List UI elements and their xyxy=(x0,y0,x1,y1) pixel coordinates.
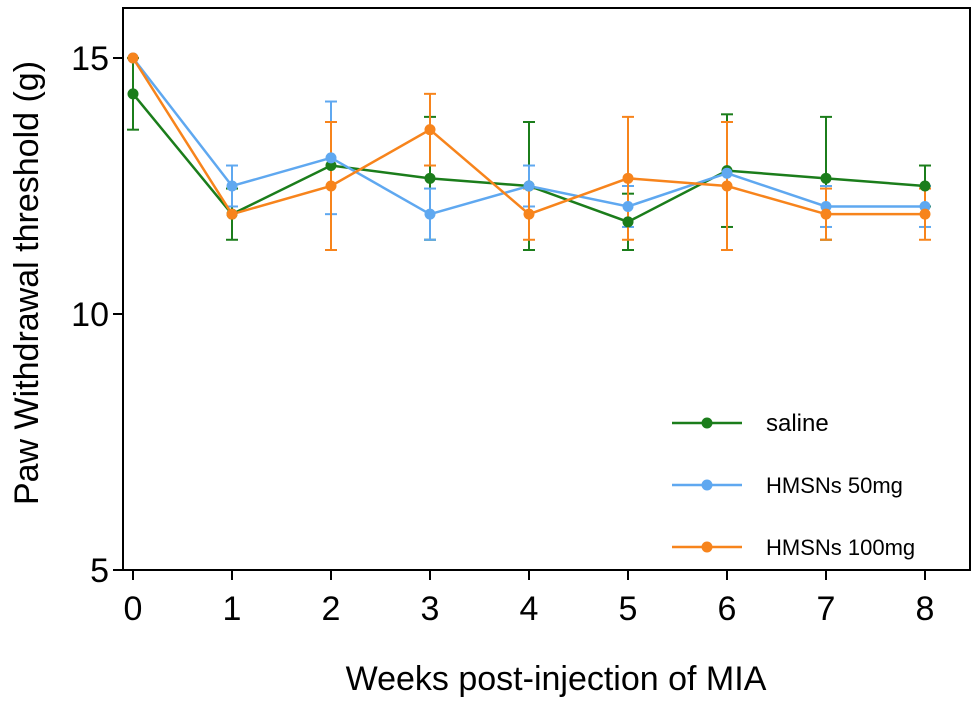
data-point-saline xyxy=(424,172,436,184)
x-axis-title: Weeks post-injection of MIA xyxy=(346,660,767,698)
legend-label: HMSNs 50mg xyxy=(766,473,903,498)
data-point-saline xyxy=(919,180,931,192)
data-point-saline xyxy=(127,88,139,100)
x-tick-label: 4 xyxy=(520,590,539,628)
x-tick-label: 1 xyxy=(223,590,242,628)
data-point-hmsns-50mg xyxy=(721,167,733,179)
y-tick-label: 5 xyxy=(90,552,109,590)
data-point-hmsns-50mg xyxy=(820,200,832,212)
data-point-hmsns-50mg xyxy=(919,200,931,212)
data-point-hmsns-100mg xyxy=(424,124,436,136)
x-tick-label: 2 xyxy=(322,590,341,628)
x-tick-label: 6 xyxy=(718,590,737,628)
legend-item-hmsns-50mg: HMSNs 50mg xyxy=(672,473,903,498)
legend-marker xyxy=(701,541,713,553)
x-tick-label: 3 xyxy=(421,590,440,628)
data-point-hmsns-100mg xyxy=(919,208,931,220)
series-points-layer xyxy=(127,52,931,228)
legend-item-hmsns-100mg: HMSNs 100mg xyxy=(672,535,915,560)
data-point-hmsns-50mg xyxy=(622,200,634,212)
data-point-saline xyxy=(325,160,337,172)
plot-frame xyxy=(122,7,971,571)
data-point-hmsns-100mg xyxy=(820,208,832,220)
y-axis-title: Paw Withdrawal threshold (g) xyxy=(8,61,46,505)
data-point-hmsns-100mg xyxy=(523,208,535,220)
data-point-hmsns-100mg xyxy=(226,208,238,220)
y-tick-label: 15 xyxy=(71,40,109,78)
x-tick-label: 5 xyxy=(619,590,638,628)
legend-marker xyxy=(701,417,713,429)
data-point-hmsns-100mg xyxy=(622,172,634,184)
x-tick-label: 0 xyxy=(124,590,143,628)
data-point-hmsns-50mg xyxy=(325,152,337,164)
data-point-hmsns-50mg xyxy=(523,180,535,192)
x-tick-label: 7 xyxy=(817,590,836,628)
data-point-hmsns-100mg xyxy=(325,180,337,192)
data-point-hmsns-50mg xyxy=(226,180,238,192)
error-bars-layer xyxy=(127,57,931,251)
axes-layer: 5 10 15 0 1 2 3 4 5 6 7 8 xyxy=(71,7,971,628)
x-tick-label: 8 xyxy=(916,590,935,628)
legend: saline HMSNs 50mg HMSNs 100mg xyxy=(672,410,915,560)
data-point-hmsns-50mg xyxy=(424,208,436,220)
data-point-saline xyxy=(820,172,832,184)
legend-marker xyxy=(701,479,713,491)
legend-label: saline xyxy=(766,410,829,437)
legend-label: HMSNs 100mg xyxy=(766,535,915,560)
data-point-hmsns-100mg xyxy=(721,180,733,192)
legend-item-saline: saline xyxy=(672,410,829,437)
y-tick-label: 10 xyxy=(71,296,109,334)
data-point-saline xyxy=(622,216,634,228)
data-point-hmsns-100mg xyxy=(127,52,139,64)
